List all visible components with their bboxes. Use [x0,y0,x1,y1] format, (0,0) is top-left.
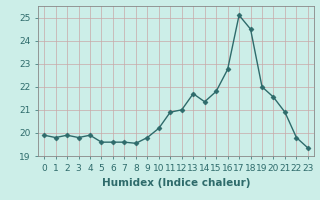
X-axis label: Humidex (Indice chaleur): Humidex (Indice chaleur) [102,178,250,188]
